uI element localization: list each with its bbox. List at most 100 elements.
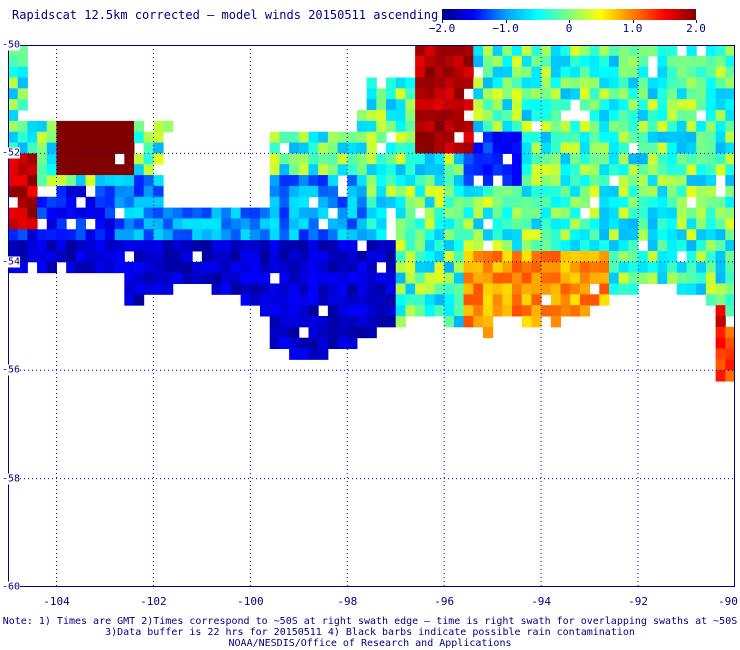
wind-difference-cell	[376, 294, 387, 306]
wind-difference-cell	[550, 240, 562, 252]
wind-difference-cell	[521, 142, 532, 154]
wind-difference-cell	[85, 240, 96, 252]
wind-difference-cell	[686, 272, 697, 284]
wind-difference-cell	[318, 185, 329, 198]
wind-difference-cell	[482, 175, 494, 187]
wind-difference-cell	[560, 196, 571, 209]
wind-difference-cell	[386, 240, 397, 252]
wind-difference-cell	[608, 131, 620, 144]
wind-difference-cell	[424, 77, 435, 89]
wind-difference-cell	[608, 45, 620, 57]
wind-difference-cell	[415, 196, 426, 209]
wind-difference-cell	[512, 185, 523, 198]
wind-difference-cell	[143, 250, 154, 263]
wind-difference-cell	[482, 207, 494, 219]
wind-difference-cell	[289, 337, 300, 350]
wind-difference-cell	[318, 250, 329, 263]
wind-difference-cell	[279, 240, 290, 252]
wind-difference-cell	[366, 326, 377, 339]
wind-difference-cell	[356, 272, 368, 284]
wind-difference-cell	[696, 88, 707, 100]
wind-difference-cell	[667, 153, 678, 165]
wind-difference-cell	[502, 88, 513, 100]
wind-difference-cell	[541, 261, 552, 274]
wind-difference-cell	[143, 175, 154, 187]
wind-difference-cell	[463, 175, 474, 187]
wind-difference-cell	[482, 294, 494, 306]
wind-difference-cell	[599, 120, 610, 133]
wind-difference-cell	[415, 131, 426, 144]
wind-difference-cell	[550, 185, 562, 198]
wind-difference-cell	[482, 283, 494, 295]
wind-difference-cell	[696, 66, 707, 79]
wind-difference-cell	[260, 261, 271, 274]
wind-difference-cell	[230, 240, 242, 252]
wind-difference-cell	[221, 272, 232, 284]
wind-difference-cell	[376, 272, 387, 284]
wind-difference-cell	[85, 164, 96, 176]
wind-difference-cell	[618, 218, 629, 230]
wind-difference-cell	[599, 153, 610, 165]
wind-difference-cell	[628, 164, 639, 176]
longitude-label: -102	[140, 595, 167, 608]
wind-difference-cell	[153, 131, 164, 144]
wind-difference-cell	[114, 261, 125, 274]
wind-difference-cell	[163, 218, 174, 230]
wind-difference-cell	[269, 261, 280, 274]
wind-difference-cell	[269, 207, 280, 219]
wind-difference-cell	[405, 175, 416, 187]
wind-difference-cell	[618, 229, 629, 241]
wind-difference-cell	[657, 77, 668, 89]
wind-difference-cell	[308, 348, 319, 360]
wind-difference-cell	[667, 229, 678, 241]
wind-difference-cell	[618, 55, 629, 68]
wind-difference-cell	[424, 66, 435, 79]
wind-difference-cell	[240, 218, 251, 230]
wind-difference-cell	[492, 110, 503, 122]
wind-difference-cell	[85, 207, 96, 219]
wind-difference-cell	[531, 110, 542, 122]
wind-difference-cell	[473, 261, 484, 274]
wind-difference-cell	[482, 55, 494, 68]
wind-difference-cell	[405, 196, 416, 209]
wind-difference-cell	[405, 294, 416, 306]
wind-difference-cell	[686, 110, 697, 122]
wind-difference-cell	[453, 77, 465, 89]
wind-difference-cell	[221, 283, 232, 295]
wind-difference-cell	[56, 207, 67, 219]
wind-difference-cell	[531, 240, 542, 252]
wind-difference-cell	[512, 45, 523, 57]
wind-difference-cell	[482, 88, 494, 100]
wind-difference-cell	[8, 185, 19, 198]
wind-difference-cell	[134, 207, 145, 219]
wind-difference-cell	[463, 120, 474, 133]
wind-difference-cell	[269, 142, 280, 154]
wind-difference-cell	[95, 175, 106, 187]
wind-difference-cell	[279, 175, 290, 187]
wind-difference-cell	[560, 305, 571, 317]
wind-difference-cell	[502, 131, 513, 144]
wind-difference-cell	[376, 164, 387, 176]
wind-difference-cell	[444, 229, 455, 241]
wind-difference-cell	[75, 240, 87, 252]
wind-difference-cell	[579, 261, 591, 274]
wind-difference-cell	[453, 272, 465, 284]
wind-difference-cell	[85, 131, 96, 144]
wind-difference-cell	[705, 240, 717, 252]
wind-difference-cell	[521, 283, 532, 295]
wind-difference-cell	[269, 164, 280, 176]
wind-difference-cell	[570, 142, 581, 154]
wind-difference-cell	[337, 250, 348, 263]
wind-difference-cell	[327, 229, 339, 241]
wind-difference-cell	[46, 240, 57, 252]
wind-difference-cell	[599, 66, 610, 79]
wind-difference-cell	[686, 207, 697, 219]
wind-difference-cell	[143, 229, 154, 241]
wind-difference-cell	[356, 196, 368, 209]
wind-difference-cell	[521, 261, 532, 274]
wind-difference-cell	[366, 229, 377, 241]
wind-difference-cell	[579, 272, 591, 284]
wind-difference-cell	[453, 229, 465, 241]
wind-difference-cell	[463, 185, 474, 198]
wind-difference-cell	[8, 88, 19, 100]
